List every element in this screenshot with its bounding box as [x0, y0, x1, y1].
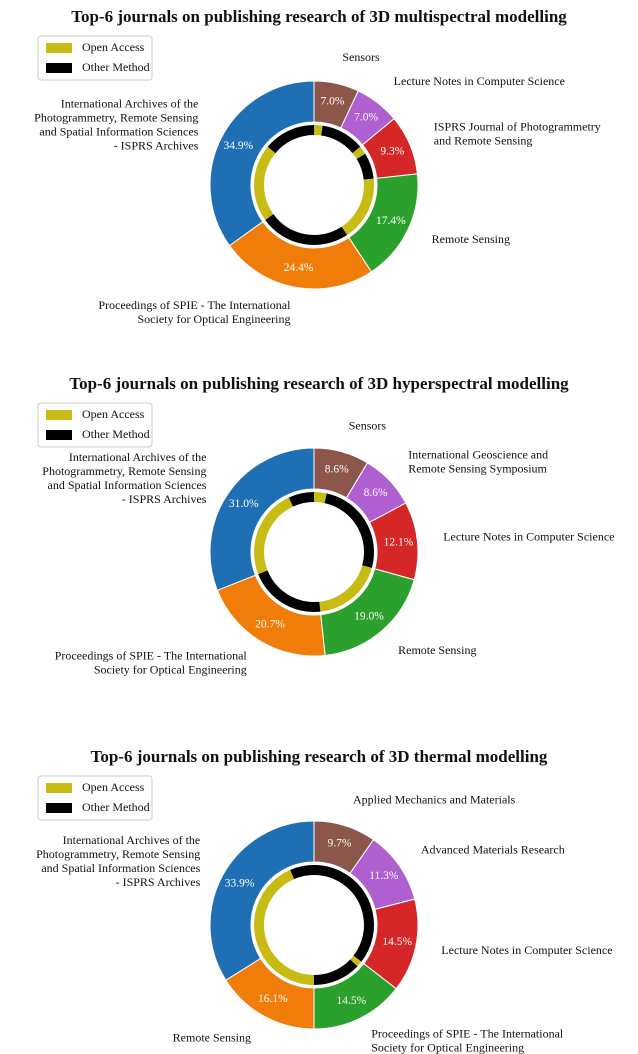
legend-label: Open Access — [82, 407, 145, 421]
inner-wedge — [339, 500, 367, 529]
inner-wedge — [267, 125, 314, 154]
inner-wedge — [314, 492, 327, 504]
legend-label: Open Access — [82, 40, 145, 54]
category-label: International Archives of the Photogramme… — [42, 450, 207, 506]
category-label: Applied Mechanics and Materials — [353, 793, 516, 807]
category-label: Advanced Materials Research — [421, 843, 565, 857]
inner-wedge — [358, 523, 374, 569]
category-label: Proceedings of SPIE - The International S… — [55, 648, 248, 676]
category-label: International Geoscience and Remote Sensi… — [408, 447, 548, 475]
category-label: International Archives of the Photogramme… — [36, 833, 201, 889]
inner-wedge — [265, 214, 348, 246]
inner-wedge — [356, 153, 374, 180]
inner-wedge — [314, 125, 323, 136]
value-label: 20.7% — [255, 618, 285, 630]
category-label: International Archives of the Photogramme… — [34, 96, 199, 152]
value-label: 34.9% — [224, 140, 254, 152]
category-label: Lecture Notes in Computer Science — [394, 74, 565, 88]
category-label: Proceedings of SPIE - The International S… — [98, 298, 291, 326]
category-label: Sensors — [342, 50, 380, 64]
chart-title: Top-6 journals on publishing research of… — [71, 7, 567, 26]
value-label: 8.6% — [364, 487, 388, 499]
value-label: 7.0% — [321, 96, 345, 108]
inner-wedge — [353, 910, 374, 962]
value-label: 8.6% — [325, 464, 349, 476]
inner-wedge — [290, 865, 314, 880]
value-label: 33.9% — [225, 877, 255, 889]
category-label: Lecture Notes in Computer Science — [441, 943, 612, 957]
legend-label: Other Method — [82, 427, 150, 441]
outer-wedge — [209, 80, 315, 247]
legend-swatch — [46, 430, 72, 440]
value-label: 14.5% — [337, 995, 367, 1007]
legend-swatch — [46, 43, 72, 53]
value-label: 9.3% — [380, 146, 404, 158]
inner-wedge — [314, 865, 349, 885]
value-label: 17.4% — [376, 215, 406, 227]
value-label: 14.5% — [382, 936, 412, 948]
inner-wedge — [341, 178, 374, 236]
inner-wedge — [350, 955, 362, 967]
category-label: ISPRS Journal of Photogrammetry and Remot… — [434, 119, 601, 147]
outer-wedge — [209, 447, 315, 591]
category-label: Lecture Notes in Computer Science — [443, 529, 614, 543]
inner-wedge — [253, 146, 276, 220]
inner-wedge — [324, 493, 345, 510]
inner-wedge — [319, 565, 372, 612]
legend-label: Other Method — [82, 60, 150, 74]
inner-wedge — [352, 146, 366, 160]
outer-wedge — [209, 820, 315, 981]
value-label: 24.4% — [284, 262, 314, 274]
legend-swatch — [46, 410, 72, 420]
category-label: Remote Sensing — [398, 643, 476, 657]
chart-title: Top-6 journals on publishing research of… — [91, 747, 548, 766]
chart-title: Top-6 journals on publishing research of… — [69, 374, 569, 393]
category-label: Proceedings of SPIE - The International S… — [371, 1026, 564, 1054]
inner-wedge — [321, 125, 340, 140]
value-label: 19.0% — [354, 610, 384, 622]
inner-wedge — [263, 951, 314, 985]
category-label: Remote Sensing — [173, 1030, 251, 1044]
inner-wedge — [335, 130, 361, 154]
value-label: 7.0% — [354, 111, 378, 123]
value-label: 31.0% — [229, 498, 259, 510]
legend-swatch — [46, 803, 72, 813]
category-label: Remote Sensing — [432, 232, 510, 246]
legend-label: Other Method — [82, 800, 150, 814]
inner-wedge — [288, 492, 314, 507]
legend-swatch — [46, 783, 72, 793]
inner-wedge — [258, 570, 321, 612]
value-label: 12.1% — [384, 536, 414, 548]
inner-wedge — [342, 875, 373, 913]
legend-swatch — [46, 63, 72, 73]
legend-label: Open Access — [82, 780, 145, 794]
inner-wedge — [254, 497, 293, 575]
inner-wedge — [253, 869, 295, 957]
value-label: 16.1% — [258, 993, 288, 1005]
value-label: 11.3% — [369, 870, 399, 882]
value-label: 9.7% — [328, 838, 352, 850]
inner-wedge — [314, 959, 358, 985]
category-label: Sensors — [349, 418, 387, 432]
